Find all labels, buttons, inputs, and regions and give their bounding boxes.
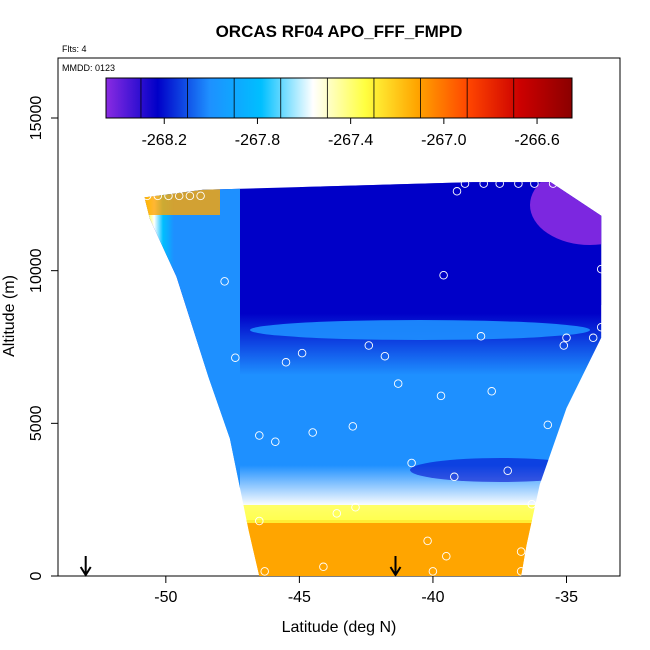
track-point-16 [439,270,448,280]
track-point-30 [487,387,496,396]
track-point-31 [436,391,446,401]
track-point-2 [164,191,173,201]
colorbar-ramp [105,77,573,119]
y-tick-label-1: 5000 [28,405,45,441]
colorbar-tick-label-4: -266.6 [514,132,559,149]
heatmap-field [144,182,602,576]
colorbar-tick-label-0: -268.2 [142,132,187,149]
x-axis: -50 -45 -40 -35 [154,576,578,606]
track-point-33 [348,422,358,431]
track-point-28 [281,358,291,367]
aircraft-markers [79,556,402,577]
track-point-15 [588,196,598,205]
track-point-17 [596,264,606,274]
field-mid-streak [250,320,590,340]
colorbar-tick-label-2: -267.4 [328,132,373,149]
field-low-streak [410,458,590,482]
track-point-4 [185,191,195,201]
track-point-12 [564,179,574,188]
track-point-44 [423,536,432,546]
track-point-29 [393,379,403,388]
track-point-42 [332,509,342,518]
track-point-47 [319,562,328,572]
colorbar-tick-label-3: -267.0 [421,132,466,149]
chart-title: ORCAS RF04 APO_FFF_FMPD [216,22,463,41]
track-point-7 [479,179,488,188]
track-point-3 [174,191,184,201]
track-point-39 [450,472,459,482]
field-bottom-transition [144,505,602,523]
x-tick-label-3: -35 [555,589,578,606]
mmdd-label: MMDD: 0123 [62,63,115,73]
track-point-34 [308,428,317,437]
y-tick-label-3: 15000 [28,96,45,141]
track-point-8 [495,179,504,188]
track-point-49 [428,567,438,576]
track-point-26 [380,351,390,361]
track-point-24 [364,341,374,350]
track-point-37 [407,458,416,468]
x-axis-label: Latitude (deg N) [282,619,397,636]
flight-track-points [142,179,606,576]
y-tick-label-0: 0 [28,571,45,580]
track-point-6 [460,179,470,188]
track-point-10 [530,179,539,188]
y-axis: 0 5000 10000 15000 [28,96,58,580]
track-point-50 [516,567,526,576]
aircraft-arrow-0 [79,556,92,577]
x-tick-label-1: -45 [288,589,311,606]
track-point-45 [442,551,451,561]
track-point-27 [231,353,240,362]
track-point-21 [588,333,598,343]
track-point-14 [452,187,462,196]
track-point-36 [271,437,280,446]
track-point-35 [255,431,264,440]
x-tick-label-0: -50 [154,589,177,606]
field-left-edge [144,182,240,576]
track-point-0 [142,191,152,201]
track-point-32 [543,420,553,430]
track-point-41 [351,503,360,512]
track-point-40 [527,499,537,509]
track-point-46 [516,547,526,556]
colorbar: -268.2 -267.8 -267.4 -267.0 -266.6 [105,77,573,149]
track-point-11 [548,179,558,188]
x-tick-label-2: -40 [421,589,444,606]
track-point-20 [562,333,571,343]
track-point-18 [220,277,229,286]
track-point-1 [153,191,163,201]
track-point-23 [559,341,569,350]
field-purple-patch [530,182,602,245]
track-point-25 [297,348,307,358]
track-point-19 [476,332,486,341]
flights-label: Flts: 4 [62,44,87,54]
track-point-13 [583,179,593,188]
track-point-38 [503,466,512,475]
colorbar-tick-label-1: -267.8 [235,132,280,149]
aircraft-arrow-1 [389,556,402,577]
track-point-22 [596,322,606,332]
track-point-48 [260,567,269,576]
y-tick-label-2: 10000 [28,248,45,293]
track-point-43 [255,516,264,526]
track-point-9 [514,179,523,188]
track-point-5 [196,191,205,201]
y-axis-label: Altitude (m) [1,275,18,357]
field-bottom-layer [144,520,602,576]
